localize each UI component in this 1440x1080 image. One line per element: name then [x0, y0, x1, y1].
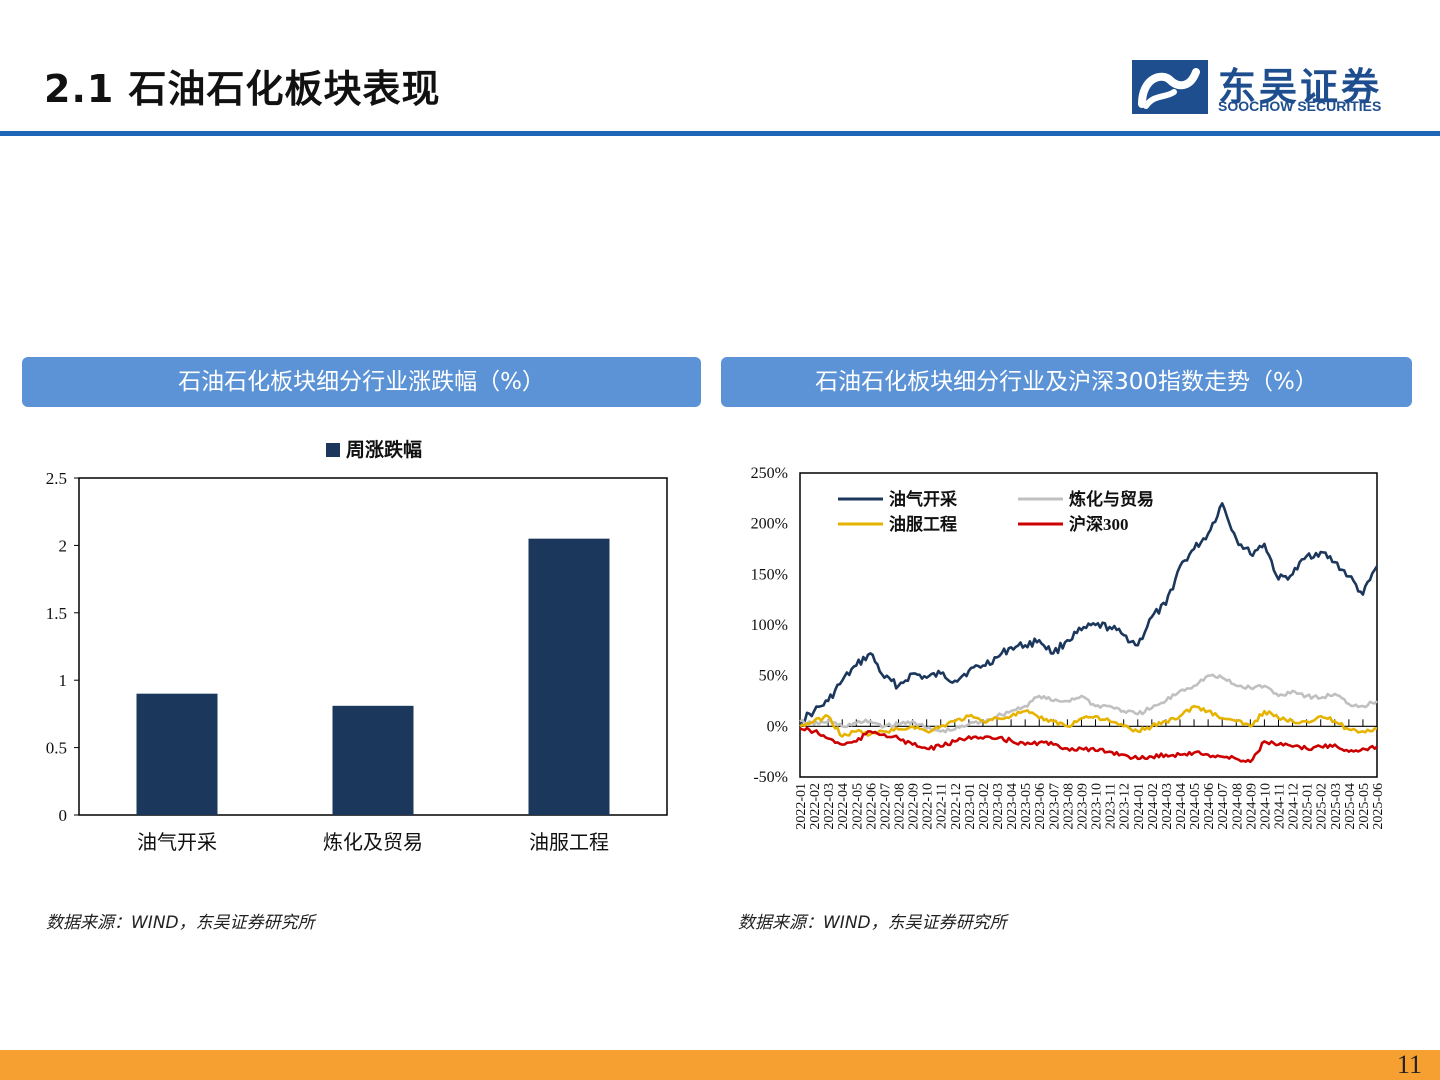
x-tick-label: 2022-11 — [935, 783, 950, 829]
left-panel-heading: 石油石化板块细分行业涨跌幅（%） — [22, 357, 701, 407]
left-source-note: 数据来源：WIND，东吴证券研究所 — [46, 913, 315, 933]
bar — [332, 705, 414, 815]
x-tick-label: 2025-05 — [1357, 783, 1372, 830]
logo-name-cn: 东吴证券 — [1218, 65, 1383, 109]
x-tick-label: 2022-01 — [794, 783, 809, 830]
footer-bar — [0, 1050, 1440, 1080]
x-tick-label: 2024-05 — [1188, 783, 1203, 830]
y-tick-label: 0% — [767, 718, 788, 735]
y-tick-label: 2 — [59, 536, 68, 555]
x-tick-label: 2022-12 — [949, 783, 964, 830]
legend-label: 周涨跌幅 — [346, 438, 422, 461]
line-chart: -50%0%50%100%150%200%250%2022-01 2022-02 2… — [751, 465, 1386, 830]
x-tick-label: 2023-05 — [1019, 783, 1034, 830]
legend-label: 炼化与贸易 — [1069, 489, 1154, 509]
right-panel-heading: 石油石化板块细分行业及沪深300指数走势（%） — [721, 357, 1412, 407]
logo-name-en: SOOCHOW SECURITIES — [1218, 98, 1382, 114]
x-tick-label: 2024-06 — [1202, 783, 1217, 830]
series-line — [799, 502, 1379, 724]
y-tick-label: 1.5 — [46, 604, 67, 623]
series-line — [799, 704, 1377, 738]
x-tick-label: 2023-10 — [1090, 783, 1105, 830]
x-tick-label: 2022-10 — [921, 783, 936, 830]
x-tick-label: 2023-12 — [1118, 783, 1133, 830]
x-tick-label: 2024-11 — [1272, 783, 1287, 829]
x-tick-label: 2022-09 — [907, 783, 922, 830]
x-tick-label: 2023-02 — [977, 783, 992, 830]
x-tick-label: 2025-02 — [1315, 783, 1330, 830]
bar — [528, 538, 610, 815]
y-tick-label: -50% — [753, 769, 788, 786]
bar — [136, 693, 218, 815]
y-tick-label: 1 — [59, 671, 68, 690]
y-tick-label: 250% — [751, 465, 788, 482]
y-tick-label: 0.5 — [46, 739, 67, 758]
x-tick-label: 2023-04 — [1005, 783, 1020, 830]
x-tick-label: 2024-01 — [1132, 783, 1147, 830]
x-tick-label: 2024-03 — [1160, 783, 1175, 830]
x-tick-label: 2022-04 — [836, 783, 851, 830]
series-line — [799, 673, 1378, 734]
legend-label: 油服工程 — [889, 514, 957, 534]
company-logo: 东吴证券 SOOCHOW SECURITIES — [1132, 58, 1422, 118]
right-source-note: 数据来源：WIND，东吴证券研究所 — [738, 913, 1007, 933]
x-tick-label: 油气开采 — [137, 831, 217, 854]
x-tick-label: 2023-07 — [1047, 783, 1062, 830]
y-tick-label: 100% — [751, 617, 788, 634]
x-tick-label: 2023-03 — [991, 783, 1006, 830]
y-tick-label: 2.5 — [46, 469, 67, 488]
plot-frame — [799, 472, 1378, 778]
x-tick-label: 2022-03 — [822, 783, 837, 830]
x-tick-label: 2024-09 — [1244, 783, 1259, 830]
series-line — [799, 726, 1378, 764]
x-tick-label: 2025-04 — [1343, 783, 1358, 830]
x-tick-label: 2023-09 — [1075, 783, 1090, 830]
x-tick-label: 2025-01 — [1301, 783, 1316, 830]
page-number: 11 — [1396, 1050, 1422, 1079]
y-tick-label: 0 — [59, 806, 68, 825]
x-tick-label: 2023-06 — [1033, 783, 1048, 830]
x-tick-label: 2023-08 — [1061, 783, 1076, 830]
x-tick-label: 2024-10 — [1258, 783, 1273, 830]
y-tick-label: 150% — [751, 566, 788, 583]
bar-chart: 0 0.5 1 1.5 2 2.5 油气开采 炼化及贸易 油服工程 周涨跌幅 — [46, 438, 668, 854]
x-tick-label: 2024-04 — [1174, 783, 1189, 830]
x-tick-label: 2024-07 — [1216, 783, 1231, 830]
x-tick-label: 2022-02 — [808, 783, 823, 830]
x-tick-label: 2022-07 — [878, 783, 893, 830]
title-divider — [0, 131, 1440, 136]
x-tick-label: 2025-06 — [1371, 783, 1386, 830]
x-tick-label: 2023-01 — [963, 783, 978, 830]
x-tick-label: 2024-02 — [1146, 783, 1161, 830]
y-tick-label: 200% — [751, 516, 788, 533]
x-tick-label: 油服工程 — [529, 831, 609, 854]
legend-swatch — [326, 443, 340, 457]
x-tick-label: 炼化及贸易 — [323, 831, 423, 854]
x-tick-label: 2024-08 — [1230, 783, 1245, 830]
x-tick-label: 2024-12 — [1287, 783, 1302, 830]
soochow-logo-icon — [1132, 60, 1208, 114]
y-tick-label: 50% — [759, 668, 788, 685]
x-tick-label: 2022-08 — [893, 783, 908, 830]
legend-label: 油气开采 — [889, 489, 957, 509]
page-title: 2.1 石油石化板块表现 — [44, 67, 441, 111]
x-tick-label: 2023-11 — [1104, 783, 1119, 829]
x-tick-label: 2022-05 — [850, 783, 865, 830]
x-tick-label: 2022-06 — [864, 783, 879, 830]
x-tick-label: 2025-03 — [1329, 783, 1344, 830]
legend-label: 沪深300 — [1069, 514, 1129, 534]
